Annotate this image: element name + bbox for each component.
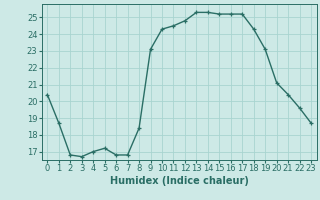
X-axis label: Humidex (Indice chaleur): Humidex (Indice chaleur): [110, 176, 249, 186]
